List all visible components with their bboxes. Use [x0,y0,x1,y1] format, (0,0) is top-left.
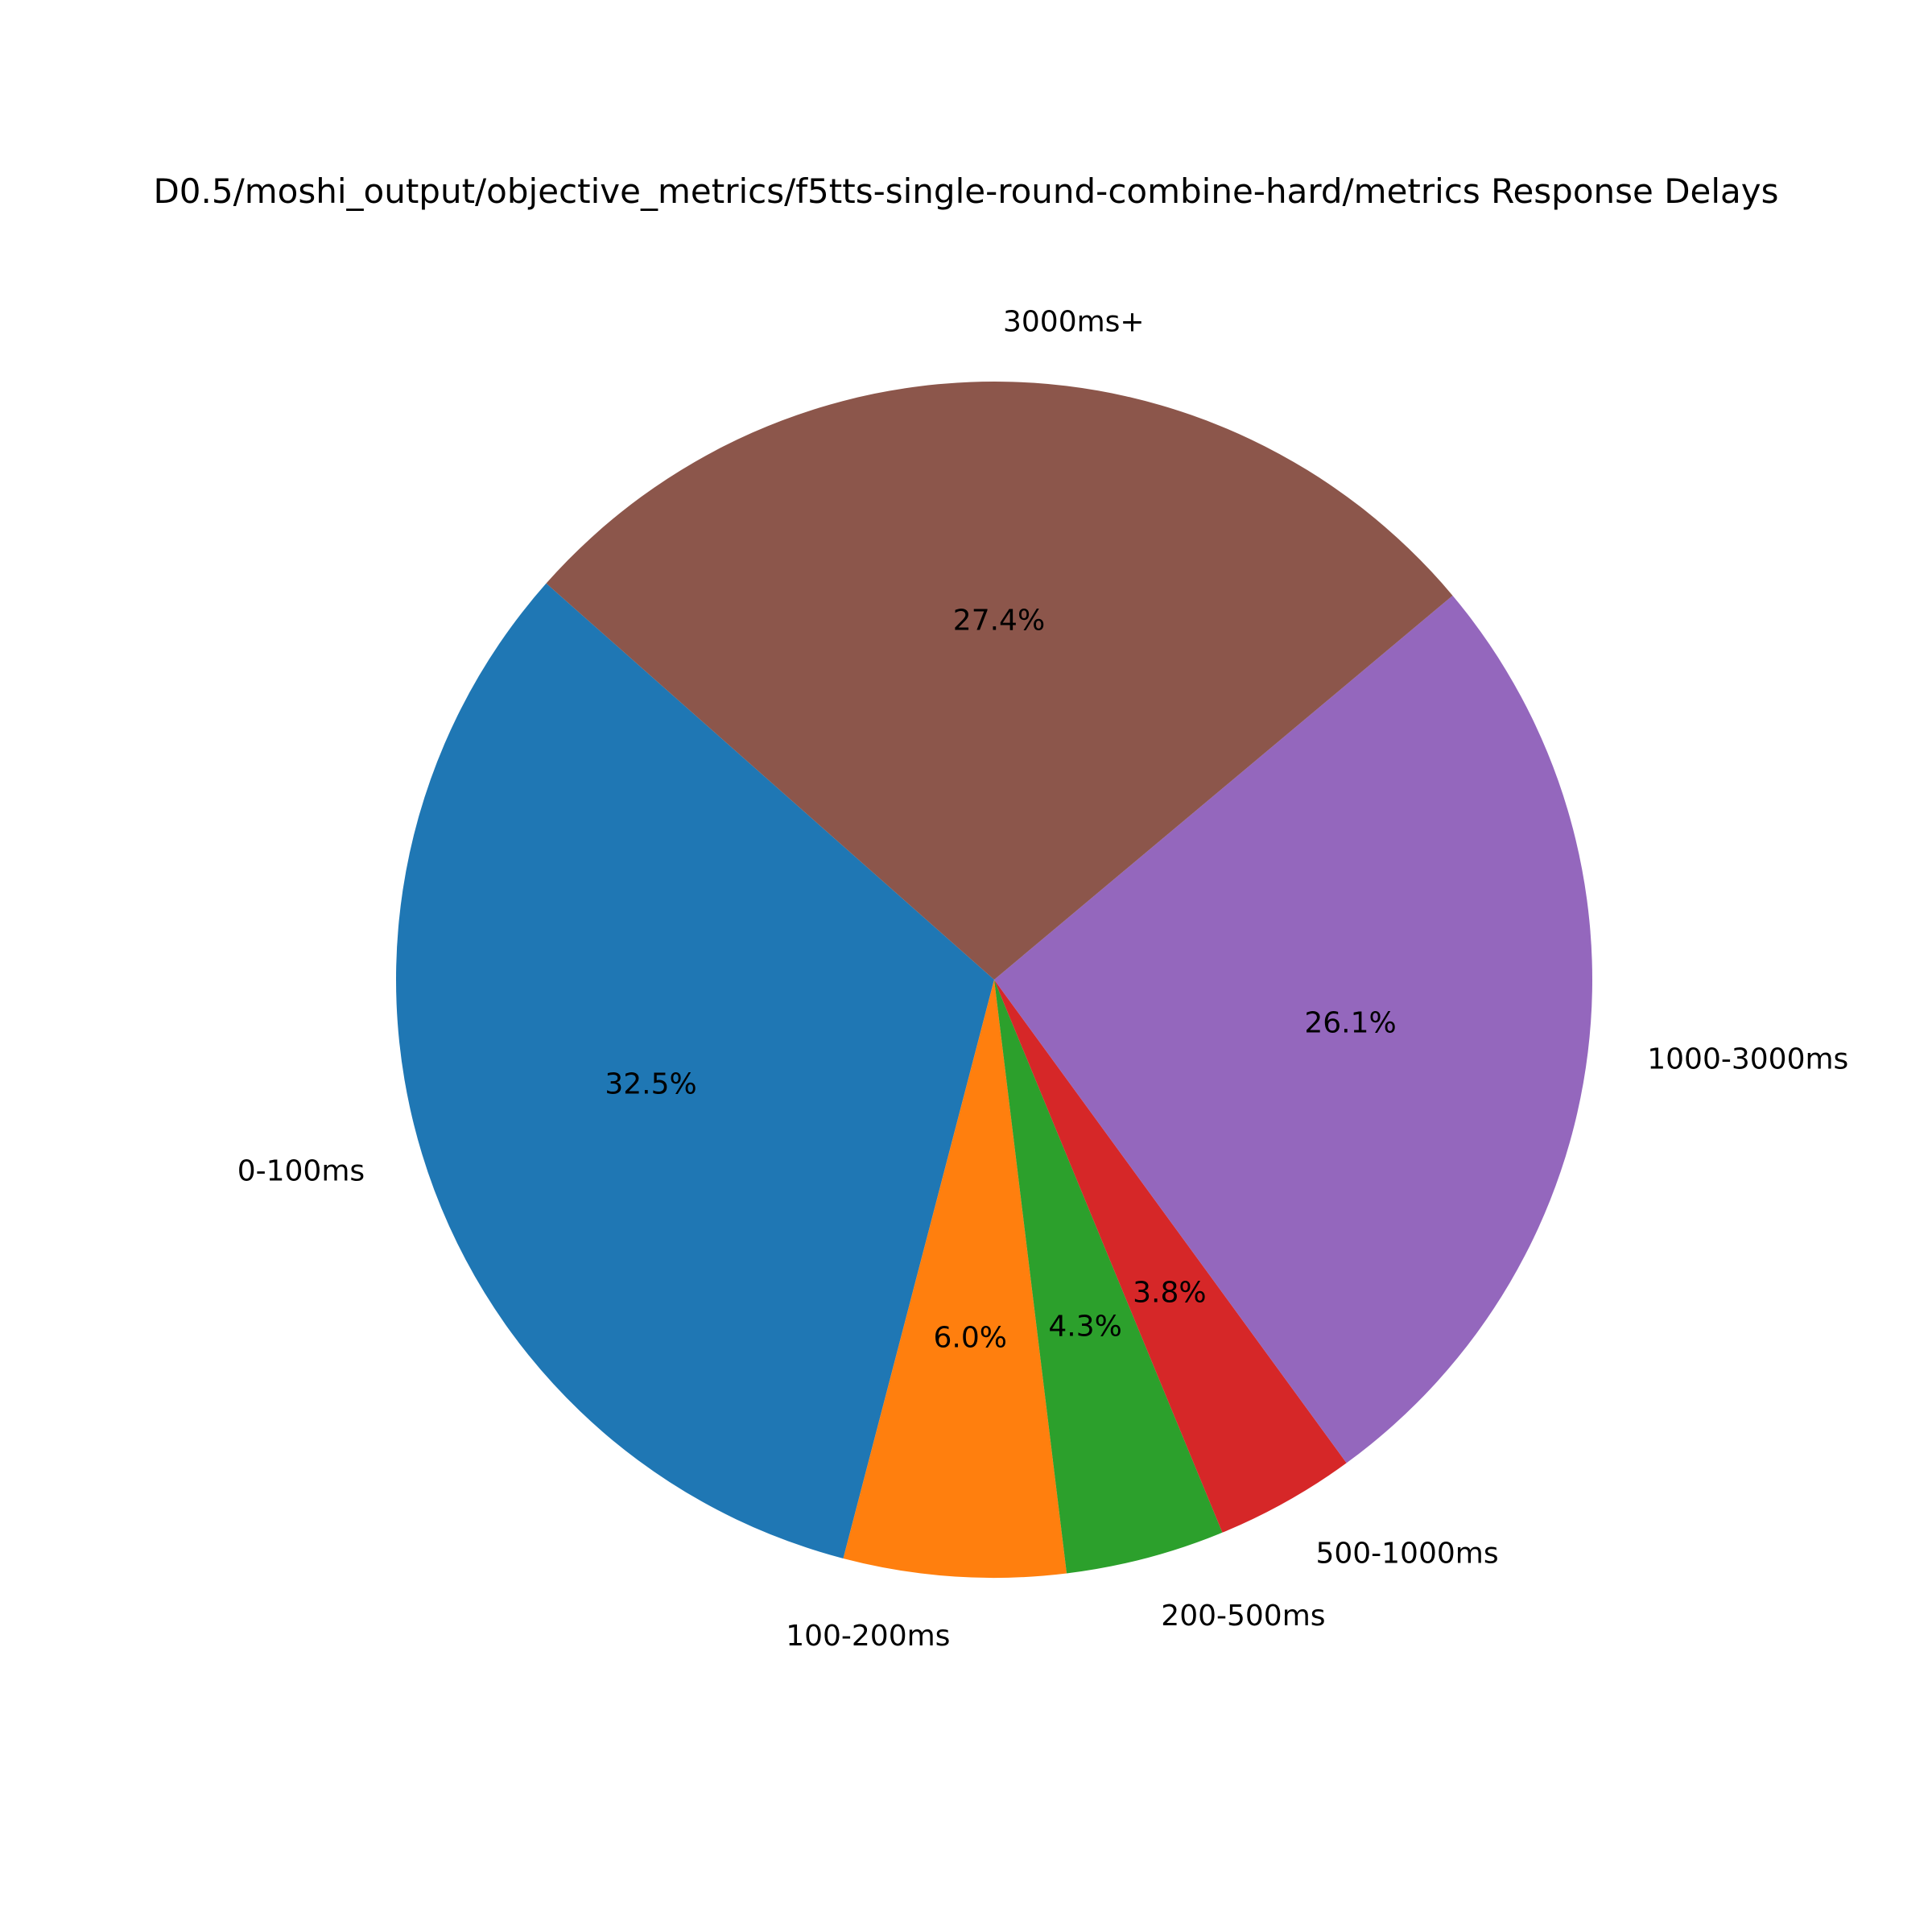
pie-slices [396,381,1592,1578]
pct-label-1000-3000ms: 26.1% [1304,1007,1396,1040]
pie-slice-1000-3000ms [994,595,1592,1463]
pie-slice-0-100ms [396,583,994,1558]
pie-slice-200-500ms [994,980,1223,1574]
chart-title: D0.5/moshi_output/objective_metrics/f5tt… [153,171,1778,211]
pct-label-500-1000ms: 3.8% [1133,1276,1206,1309]
slice-label-3000ms+: 3000ms+ [1003,305,1145,338]
slice-label-500-1000ms: 500-1000ms [1315,1538,1498,1571]
pie-slice-3000ms+ [546,381,1453,980]
slice-label-200-500ms: 200-500ms [1161,1600,1325,1633]
slice-label-100-200ms: 100-200ms [786,1620,950,1653]
pct-label-100-200ms: 6.0% [934,1321,1007,1354]
pie-slice-500-1000ms [994,980,1347,1533]
pct-label-200-500ms: 4.3% [1048,1311,1121,1344]
pct-label-0-100ms: 32.5% [605,1067,696,1100]
slice-label-0-100ms: 0-100ms [237,1155,365,1188]
pie-slice-100-200ms [843,980,1067,1578]
slice-label-1000-3000ms: 1000-3000ms [1647,1043,1848,1076]
pct-label-3000ms+: 27.4% [953,605,1045,638]
pie-percentage-labels: 32.5% 6.0% 4.3% 3.8% 26.1% 27.4% [605,605,1396,1355]
pie-slice-labels: 0-100ms 100-200ms 200-500ms 500-1000ms 1000-… [237,305,1849,1653]
